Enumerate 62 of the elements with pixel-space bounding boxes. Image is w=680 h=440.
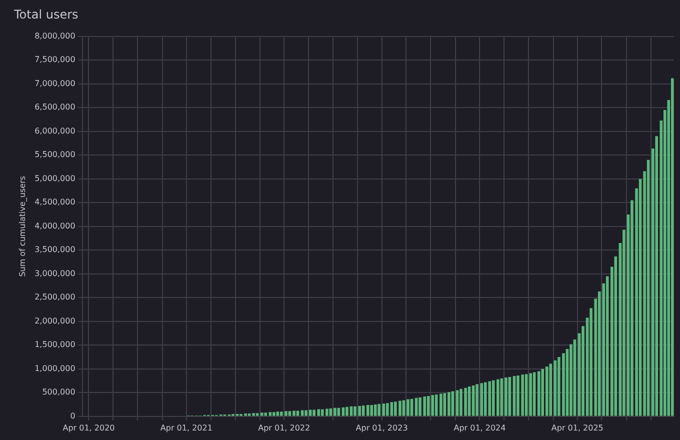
- y-tick-label: 3,500,000: [34, 245, 76, 254]
- bar: [288, 411, 292, 416]
- x-tick-label: Apr 01, 2025: [551, 423, 604, 432]
- bar: [386, 403, 389, 416]
- y-tick-label: 1,500,000: [34, 340, 76, 350]
- bar: [272, 412, 276, 416]
- bar: [529, 373, 532, 416]
- bar: [484, 382, 487, 416]
- bar: [260, 412, 264, 416]
- y-tick-label: 5,500,000: [34, 150, 76, 160]
- y-axis-title: Sum of cumulative_users: [18, 176, 27, 277]
- bar: [549, 364, 552, 416]
- bar: [350, 406, 353, 416]
- x-tick-label: Apr 01, 2021: [160, 423, 212, 432]
- bar: [406, 399, 410, 416]
- bar: [504, 377, 508, 416]
- x-tick-label: Apr 01, 2022: [258, 423, 310, 432]
- bar: [655, 136, 658, 416]
- bar: [390, 402, 394, 416]
- bar: [256, 413, 259, 416]
- bar: [362, 405, 365, 416]
- bar: [252, 413, 255, 416]
- bar: [300, 410, 304, 416]
- y-tick-label: 0: [70, 411, 76, 420]
- bar: [292, 410, 296, 416]
- y-tick-label: 6,000,000: [34, 126, 76, 136]
- y-tick-label: 8,000,000: [34, 31, 76, 40]
- y-tick-label: 2,000,000: [34, 316, 76, 326]
- y-tick-label: 4,500,000: [34, 198, 76, 207]
- bar: [370, 405, 374, 416]
- y-tick-label: 4,000,000: [34, 221, 76, 230]
- y-tick-label: 7,000,000: [34, 78, 76, 88]
- y-tick-label: 7,500,000: [34, 55, 76, 64]
- bar: [431, 395, 434, 416]
- bar: [276, 412, 280, 416]
- bar: [488, 381, 492, 416]
- bar: [545, 366, 548, 416]
- bar: [264, 412, 268, 416]
- bar: [304, 410, 308, 416]
- bar: [346, 406, 348, 416]
- x-tick-label: Apr 01, 2020: [62, 423, 115, 432]
- bar: [541, 368, 544, 416]
- bar: [451, 391, 454, 416]
- bar: [443, 393, 446, 416]
- bar: [366, 405, 370, 416]
- bar: [296, 410, 300, 416]
- bar: [670, 78, 674, 416]
- y-tick-label: 6,500,000: [34, 102, 76, 112]
- y-tick-label: 500,000: [42, 388, 76, 397]
- y-tick-label: 3,000,000: [34, 268, 76, 278]
- x-tick-label: Apr 01, 2024: [454, 423, 506, 432]
- bar: [268, 412, 272, 416]
- bar: [374, 404, 377, 416]
- y-tick-label: 2,500,000: [34, 292, 76, 302]
- chart-title: Total users: [13, 7, 78, 22]
- bar: [532, 372, 536, 416]
- bar: [537, 371, 540, 416]
- x-tick-label: Apr 01, 2023: [356, 423, 408, 432]
- bar: [448, 392, 450, 416]
- bar: [334, 408, 336, 416]
- y-tick-label: 5,000,000: [34, 174, 76, 183]
- y-tick-label: 1,000,000: [34, 364, 76, 373]
